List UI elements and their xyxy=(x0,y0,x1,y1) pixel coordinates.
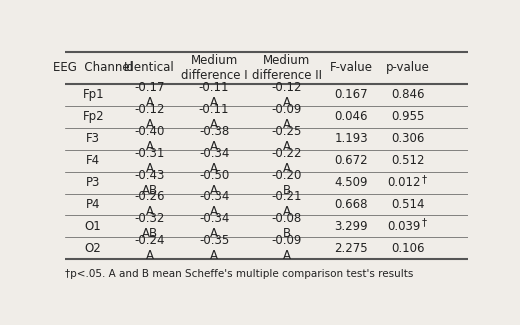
Text: 0.306: 0.306 xyxy=(391,132,424,145)
Text: -0.12
A: -0.12 A xyxy=(271,81,302,109)
Text: -0.25
A: -0.25 A xyxy=(271,125,302,153)
Text: -0.20
B: -0.20 B xyxy=(271,169,302,197)
Text: -0.40
A: -0.40 A xyxy=(135,125,165,153)
Text: Medium
difference II: Medium difference II xyxy=(252,54,322,82)
Text: -0.08
B: -0.08 B xyxy=(271,212,302,240)
Text: O1: O1 xyxy=(85,220,101,233)
Text: -0.34
A: -0.34 A xyxy=(199,212,229,240)
Text: Identical: Identical xyxy=(124,61,175,74)
Text: -0.21
A: -0.21 A xyxy=(271,190,302,218)
Text: -0.11
A: -0.11 A xyxy=(199,103,229,131)
Text: 2.275: 2.275 xyxy=(334,242,368,255)
Text: 1.193: 1.193 xyxy=(334,132,368,145)
Text: 3.299: 3.299 xyxy=(334,220,368,233)
Text: 0.106: 0.106 xyxy=(391,242,424,255)
Text: 0.846: 0.846 xyxy=(391,88,424,101)
Text: -0.38
A: -0.38 A xyxy=(199,125,229,153)
Text: -0.26
A: -0.26 A xyxy=(134,190,165,218)
Text: -0.32
AB: -0.32 AB xyxy=(135,212,165,240)
Text: Fp2: Fp2 xyxy=(82,111,104,124)
Text: Medium
difference I: Medium difference I xyxy=(181,54,248,82)
Text: -0.11
A: -0.11 A xyxy=(199,81,229,109)
Text: †: † xyxy=(422,174,427,184)
Text: -0.31
A: -0.31 A xyxy=(135,147,165,175)
Text: 0.955: 0.955 xyxy=(391,111,424,124)
Text: 0.012: 0.012 xyxy=(387,176,420,189)
Text: -0.17
A: -0.17 A xyxy=(134,81,165,109)
Text: -0.50
A: -0.50 A xyxy=(199,169,229,197)
Text: 0.514: 0.514 xyxy=(391,198,424,211)
Text: 0.046: 0.046 xyxy=(334,111,368,124)
Text: -0.35
A: -0.35 A xyxy=(199,234,229,262)
Text: -0.09
A: -0.09 A xyxy=(271,103,302,131)
Text: †: † xyxy=(422,218,427,227)
Text: 0.512: 0.512 xyxy=(391,154,424,167)
Text: 0.672: 0.672 xyxy=(334,154,368,167)
Text: 0.167: 0.167 xyxy=(334,88,368,101)
Text: -0.22
A: -0.22 A xyxy=(271,147,302,175)
Text: P3: P3 xyxy=(86,176,100,189)
Text: †p<.05. A and B mean Scheffe's multiple comparison test's results: †p<.05. A and B mean Scheffe's multiple … xyxy=(65,269,413,279)
Text: 4.509: 4.509 xyxy=(334,176,368,189)
Text: -0.24
A: -0.24 A xyxy=(134,234,165,262)
Text: O2: O2 xyxy=(85,242,101,255)
Text: P4: P4 xyxy=(86,198,100,211)
Text: -0.34
A: -0.34 A xyxy=(199,190,229,218)
Text: 0.039: 0.039 xyxy=(387,220,420,233)
Text: p-value: p-value xyxy=(386,61,430,74)
Text: EEG  Channel: EEG Channel xyxy=(53,61,133,74)
Text: -0.34
A: -0.34 A xyxy=(199,147,229,175)
Text: 0.668: 0.668 xyxy=(334,198,368,211)
Text: -0.09
A: -0.09 A xyxy=(271,234,302,262)
Text: -0.12
A: -0.12 A xyxy=(134,103,165,131)
Text: F3: F3 xyxy=(86,132,100,145)
Text: F4: F4 xyxy=(86,154,100,167)
Text: -0.43
AB: -0.43 AB xyxy=(135,169,165,197)
Text: F-value: F-value xyxy=(330,61,373,74)
Text: Fp1: Fp1 xyxy=(82,88,104,101)
